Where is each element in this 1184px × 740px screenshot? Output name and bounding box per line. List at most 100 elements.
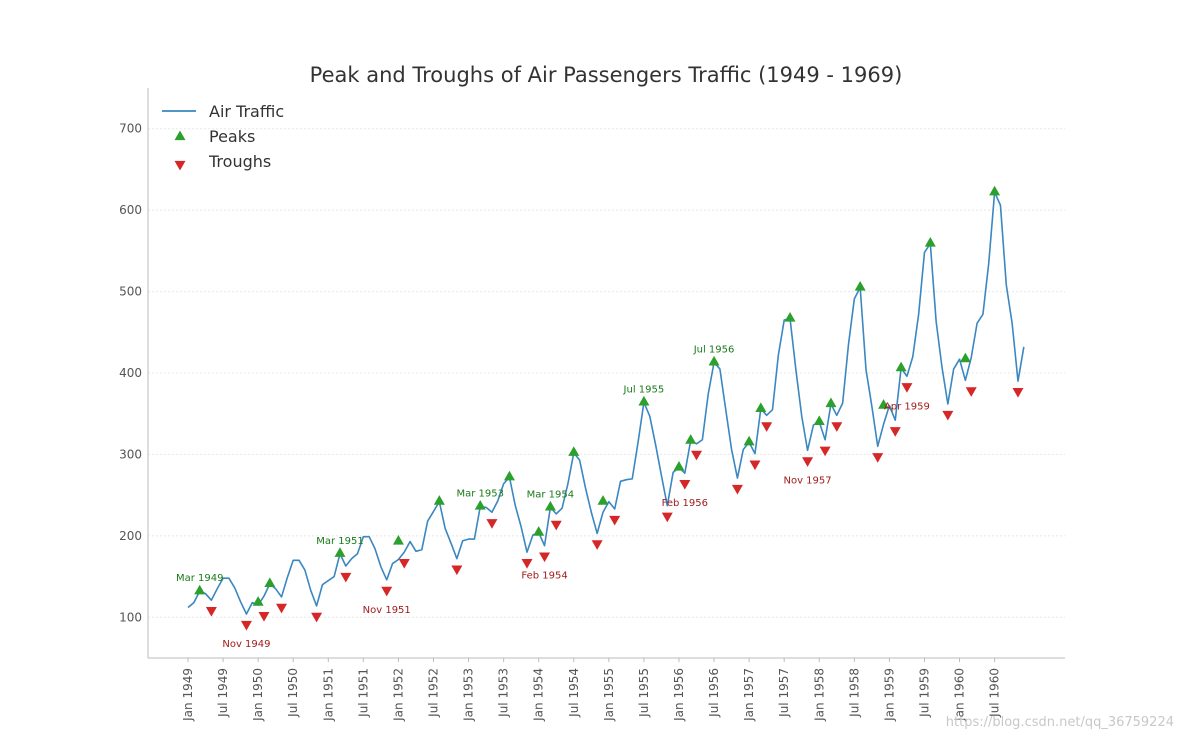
trough-marker: [550, 520, 562, 531]
peak-annotation: Jul 1956: [693, 344, 735, 355]
peak-marker: [568, 446, 580, 456]
y-tick-label-500: 500: [119, 285, 142, 299]
peak-annotation: Mar 1949: [176, 573, 224, 584]
peak-marker: [959, 352, 971, 363]
annotations: Mar 1949 Mar 1951 Mar 1953 Mar 1954 Jul 1955…: [176, 344, 930, 650]
peak-marker: [673, 460, 685, 471]
trough-marker: [591, 540, 603, 550]
x-tick-label: Jul 1956: [707, 668, 721, 718]
x-tick-label: Jul 1949: [216, 668, 230, 718]
peak-marker: [784, 311, 796, 322]
x-tick-labels: Jan 1949 Jul 1949 Jan 1950 Jul 1950 Jan 1951…: [181, 658, 1002, 722]
peak-marker: [433, 495, 445, 505]
trough-marker: [731, 484, 743, 495]
peak-marker: [755, 402, 767, 412]
trough-marker: [661, 512, 673, 523]
x-tick-label: Jul 1952: [426, 668, 440, 718]
trough-marker: [276, 603, 288, 614]
trough-marker: [381, 586, 393, 597]
x-tick-label: Jul 1958: [847, 668, 861, 718]
legend-trough-swatch: [174, 160, 186, 171]
x-tick-label: Jul 1960: [988, 668, 1002, 718]
trough-marker: [205, 607, 217, 617]
x-tick-label: Jul 1954: [567, 668, 581, 718]
peak-marker: [895, 361, 907, 372]
trough-marker: [889, 427, 901, 437]
y-tick-label-300: 300: [119, 447, 142, 461]
x-tick-label: Jul 1953: [497, 668, 511, 718]
peak-marker: [825, 397, 837, 408]
x-tick-label: Jul 1957: [777, 668, 791, 718]
trough-marker: [965, 387, 977, 397]
trough-marker: [831, 422, 843, 432]
x-tick-label: Jan 1954: [532, 668, 546, 722]
peak-marker: [252, 596, 264, 606]
trough-marker: [451, 565, 463, 576]
peak-marker: [392, 535, 404, 545]
trough-markers: [205, 383, 1024, 631]
x-tick-label: Jan 1950: [251, 668, 265, 722]
peak-marker: [813, 415, 825, 425]
x-tick-label: Jan 1955: [602, 668, 616, 722]
trough-marker: [340, 572, 352, 583]
peak-marker: [878, 399, 890, 409]
legend: Air Traffic Peaks Troughs: [162, 102, 284, 171]
peak-marker: [264, 577, 276, 588]
trough-marker: [539, 552, 551, 563]
trough-marker: [691, 450, 703, 461]
trough-marker: [258, 611, 270, 622]
x-tick-label: Jul 1959: [917, 668, 931, 718]
peak-marker: [989, 185, 1001, 196]
trough-annotation: Feb 1956: [662, 498, 708, 509]
peak-marker: [924, 237, 936, 247]
peak-marker: [194, 584, 206, 595]
y-tick-label-600: 600: [119, 203, 142, 217]
peak-markers: [194, 185, 1001, 606]
x-tick-label: Jan 1951: [321, 668, 335, 722]
y-tick-label-100: 100: [119, 610, 142, 624]
y-tick-label-700: 700: [119, 122, 142, 136]
trough-marker: [802, 457, 814, 467]
peak-marker: [708, 355, 720, 366]
air-traffic-line: [187, 191, 1025, 615]
trough-marker: [398, 559, 410, 569]
x-tick-label: Jan 1952: [391, 668, 405, 722]
trough-annotation: Feb 1954: [521, 571, 567, 582]
chart-title: Peak and Troughs of Air Passengers Traff…: [310, 63, 903, 87]
trough-marker: [942, 410, 954, 421]
trough-annotation: Nov 1957: [783, 475, 831, 486]
air-traffic-series: [187, 191, 1025, 615]
peak-marker: [533, 526, 545, 536]
x-tick-label: Jan 1958: [812, 668, 826, 722]
x-tick-label: Jan 1960: [953, 668, 967, 722]
y-tick-labels: 100 200 300 400 500 600 700: [119, 122, 142, 625]
legend-peak-swatch: [174, 130, 186, 141]
trough-marker: [679, 480, 691, 490]
peak-marker: [743, 435, 755, 446]
x-tick-label: Jan 1957: [742, 668, 756, 722]
peak-marker: [544, 500, 556, 511]
x-tick-label: Jan 1949: [181, 668, 195, 722]
peak-marker: [597, 495, 609, 505]
watermark: https://blog.csdn.net/qq_36759224: [945, 715, 1174, 730]
x-tick-label: Jul 1950: [286, 668, 300, 718]
peak-annotation: Mar 1954: [527, 489, 575, 500]
peak-marker: [474, 500, 486, 510]
trough-marker: [609, 515, 621, 526]
peak-marker: [638, 395, 650, 406]
legend-label: Peaks: [209, 127, 255, 146]
x-tick-label: Jul 1955: [637, 668, 651, 718]
x-tick-label: Jul 1951: [356, 668, 370, 718]
trough-marker: [1012, 388, 1024, 398]
trough-annotation: Apr 1959: [884, 401, 930, 412]
trough-marker: [240, 620, 252, 631]
x-tick-label: Jan 1959: [882, 668, 896, 722]
x-tick-label: Jan 1953: [462, 668, 476, 722]
trough-marker: [311, 612, 323, 623]
peak-marker: [854, 281, 866, 291]
gridlines: [148, 128, 1065, 618]
trough-marker: [901, 383, 913, 393]
trough-annotation: Nov 1951: [363, 605, 411, 616]
peak-marker: [334, 547, 346, 557]
